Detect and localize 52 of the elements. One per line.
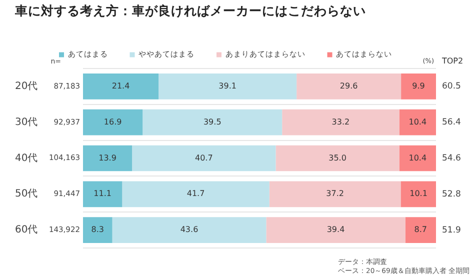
data-label: 8.7 [414, 225, 428, 234]
data-label: 10.1 [410, 189, 428, 198]
y-tick-label: 30代 [15, 116, 38, 128]
bar [83, 217, 112, 243]
bar [401, 74, 436, 100]
data-label: 13.9 [98, 153, 116, 162]
data-label: 21.4 [112, 82, 130, 91]
text: 52.8 [442, 189, 461, 200]
bar [296, 74, 402, 100]
text: 51.9 [442, 225, 461, 236]
data-label: 40.7 [194, 153, 213, 162]
text: 54.6 [442, 153, 461, 164]
bar [266, 217, 406, 243]
chart-title: 車に対する考え方：車が良ければメーカーにはこだわらない [14, 2, 366, 18]
bar [122, 181, 270, 208]
text: 56.4 [442, 118, 461, 128]
data-label: 11.1 [94, 189, 112, 198]
bar [282, 109, 400, 136]
data-label: 9.9 [412, 82, 425, 91]
data-label: 37.2 [326, 189, 344, 198]
data-label: 39.4 [326, 225, 345, 234]
bar [83, 181, 122, 208]
y-tick-label: 50代 [15, 188, 38, 200]
data-label: 35.0 [328, 153, 346, 162]
y-tick-label: 20代 [15, 81, 38, 92]
bar [83, 145, 132, 172]
bar [142, 109, 282, 136]
data-label: 43.6 [180, 225, 198, 234]
text: TOP2 [441, 56, 464, 66]
y-tick-label: 60代 [15, 224, 38, 236]
bar [269, 181, 401, 208]
bar [400, 181, 436, 208]
text: 60.5 [442, 82, 461, 92]
bar [276, 145, 400, 172]
bar [112, 217, 266, 243]
data-label: 33.2 [332, 117, 350, 126]
bar [158, 74, 297, 100]
bar [399, 145, 436, 172]
data-label: 8.3 [91, 225, 104, 234]
data-label: 39.5 [203, 117, 222, 126]
data-label: 41.7 [186, 189, 205, 198]
data-label: 10.4 [408, 117, 427, 126]
y-tick-label: 40代 [15, 152, 38, 164]
bar [83, 74, 159, 100]
bar [405, 217, 436, 243]
bar [399, 109, 436, 136]
data-label: 39.1 [218, 82, 236, 91]
data-label: 10.4 [408, 153, 427, 162]
data-label: 16.9 [104, 117, 122, 126]
bar [83, 109, 143, 136]
bar [132, 145, 276, 172]
data-label: 29.6 [340, 82, 358, 91]
